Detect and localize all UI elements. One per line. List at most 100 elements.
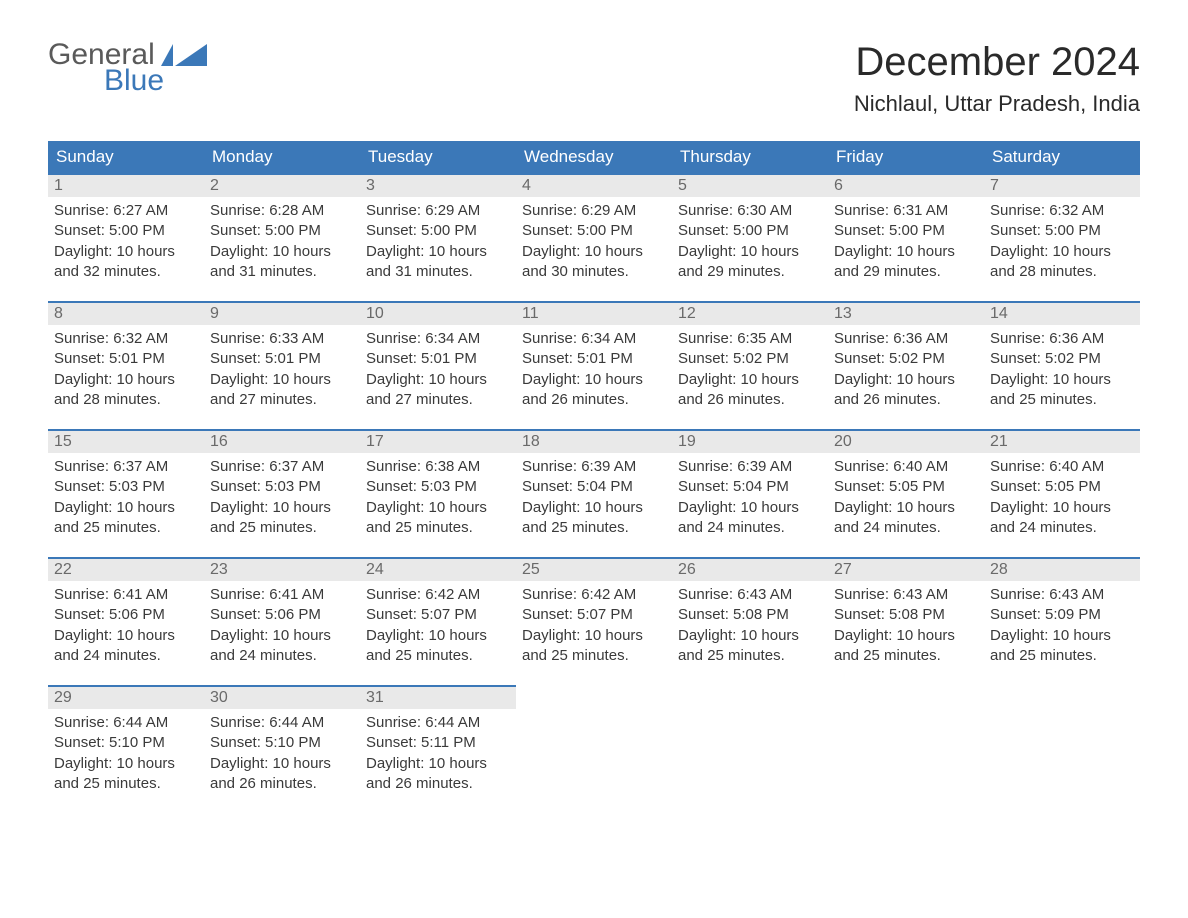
weekday-cell: Sunday bbox=[48, 141, 204, 173]
day-body: Sunrise: 6:37 AMSunset: 5:03 PMDaylight:… bbox=[204, 453, 360, 538]
daylight-line-2: and 29 minutes. bbox=[834, 262, 978, 282]
sunrise-line: Sunrise: 6:44 AM bbox=[366, 713, 510, 733]
sunset-line: Sunset: 5:03 PM bbox=[366, 477, 510, 497]
day-cell: 30Sunrise: 6:44 AMSunset: 5:10 PMDayligh… bbox=[204, 685, 360, 813]
sunset-line: Sunset: 5:00 PM bbox=[54, 221, 198, 241]
day-number: 31 bbox=[360, 685, 516, 709]
sunrise-line: Sunrise: 6:29 AM bbox=[522, 201, 666, 221]
sunset-line: Sunset: 5:06 PM bbox=[54, 605, 198, 625]
day-body: Sunrise: 6:34 AMSunset: 5:01 PMDaylight:… bbox=[516, 325, 672, 410]
day-cell: 8Sunrise: 6:32 AMSunset: 5:01 PMDaylight… bbox=[48, 301, 204, 429]
logo-text-blue: Blue bbox=[104, 66, 207, 96]
daylight-line-2: and 24 minutes. bbox=[990, 518, 1134, 538]
daylight-line-2: and 25 minutes. bbox=[990, 390, 1134, 410]
sunset-line: Sunset: 5:00 PM bbox=[834, 221, 978, 241]
daylight-line-1: Daylight: 10 hours bbox=[210, 498, 354, 518]
day-number: 14 bbox=[984, 301, 1140, 325]
daylight-line-1: Daylight: 10 hours bbox=[54, 498, 198, 518]
day-cell: 7Sunrise: 6:32 AMSunset: 5:00 PMDaylight… bbox=[984, 173, 1140, 301]
day-body: Sunrise: 6:44 AMSunset: 5:10 PMDaylight:… bbox=[48, 709, 204, 794]
calendar: SundayMondayTuesdayWednesdayThursdayFrid… bbox=[48, 141, 1140, 813]
day-body: Sunrise: 6:43 AMSunset: 5:08 PMDaylight:… bbox=[828, 581, 984, 666]
daylight-line-2: and 24 minutes. bbox=[210, 646, 354, 666]
header: General Blue December 2024 Nichlaul, Utt… bbox=[48, 40, 1140, 117]
week-row: 15Sunrise: 6:37 AMSunset: 5:03 PMDayligh… bbox=[48, 429, 1140, 557]
day-cell: 28Sunrise: 6:43 AMSunset: 5:09 PMDayligh… bbox=[984, 557, 1140, 685]
sunset-line: Sunset: 5:10 PM bbox=[54, 733, 198, 753]
sunset-line: Sunset: 5:02 PM bbox=[834, 349, 978, 369]
sunset-line: Sunset: 5:10 PM bbox=[210, 733, 354, 753]
sunrise-line: Sunrise: 6:28 AM bbox=[210, 201, 354, 221]
sunset-line: Sunset: 5:02 PM bbox=[678, 349, 822, 369]
sunrise-line: Sunrise: 6:40 AM bbox=[990, 457, 1134, 477]
day-body: Sunrise: 6:39 AMSunset: 5:04 PMDaylight:… bbox=[516, 453, 672, 538]
sunrise-line: Sunrise: 6:35 AM bbox=[678, 329, 822, 349]
day-cell bbox=[828, 685, 984, 813]
day-cell: 4Sunrise: 6:29 AMSunset: 5:00 PMDaylight… bbox=[516, 173, 672, 301]
sunrise-line: Sunrise: 6:27 AM bbox=[54, 201, 198, 221]
day-cell: 24Sunrise: 6:42 AMSunset: 5:07 PMDayligh… bbox=[360, 557, 516, 685]
sunset-line: Sunset: 5:00 PM bbox=[210, 221, 354, 241]
day-cell: 19Sunrise: 6:39 AMSunset: 5:04 PMDayligh… bbox=[672, 429, 828, 557]
day-cell: 18Sunrise: 6:39 AMSunset: 5:04 PMDayligh… bbox=[516, 429, 672, 557]
sunrise-line: Sunrise: 6:43 AM bbox=[678, 585, 822, 605]
day-number: 21 bbox=[984, 429, 1140, 453]
day-body: Sunrise: 6:42 AMSunset: 5:07 PMDaylight:… bbox=[516, 581, 672, 666]
day-body: Sunrise: 6:39 AMSunset: 5:04 PMDaylight:… bbox=[672, 453, 828, 538]
sunset-line: Sunset: 5:08 PM bbox=[834, 605, 978, 625]
weekday-cell: Friday bbox=[828, 141, 984, 173]
daylight-line-1: Daylight: 10 hours bbox=[210, 242, 354, 262]
day-number: 4 bbox=[516, 173, 672, 197]
day-number: 20 bbox=[828, 429, 984, 453]
sunset-line: Sunset: 5:03 PM bbox=[210, 477, 354, 497]
daylight-line-2: and 26 minutes. bbox=[522, 390, 666, 410]
daylight-line-2: and 28 minutes. bbox=[54, 390, 198, 410]
day-number: 15 bbox=[48, 429, 204, 453]
day-body: Sunrise: 6:34 AMSunset: 5:01 PMDaylight:… bbox=[360, 325, 516, 410]
day-body: Sunrise: 6:40 AMSunset: 5:05 PMDaylight:… bbox=[984, 453, 1140, 538]
title-block: December 2024 Nichlaul, Uttar Pradesh, I… bbox=[854, 40, 1140, 117]
daylight-line-2: and 26 minutes. bbox=[834, 390, 978, 410]
day-number: 10 bbox=[360, 301, 516, 325]
sunrise-line: Sunrise: 6:42 AM bbox=[366, 585, 510, 605]
sunrise-line: Sunrise: 6:37 AM bbox=[54, 457, 198, 477]
day-cell: 23Sunrise: 6:41 AMSunset: 5:06 PMDayligh… bbox=[204, 557, 360, 685]
day-number: 1 bbox=[48, 173, 204, 197]
sunrise-line: Sunrise: 6:39 AM bbox=[522, 457, 666, 477]
day-cell: 22Sunrise: 6:41 AMSunset: 5:06 PMDayligh… bbox=[48, 557, 204, 685]
sunset-line: Sunset: 5:09 PM bbox=[990, 605, 1134, 625]
daylight-line-2: and 32 minutes. bbox=[54, 262, 198, 282]
daylight-line-1: Daylight: 10 hours bbox=[366, 626, 510, 646]
daylight-line-2: and 25 minutes. bbox=[522, 518, 666, 538]
daylight-line-1: Daylight: 10 hours bbox=[54, 626, 198, 646]
day-cell: 10Sunrise: 6:34 AMSunset: 5:01 PMDayligh… bbox=[360, 301, 516, 429]
month-title: December 2024 bbox=[854, 40, 1140, 85]
sunrise-line: Sunrise: 6:31 AM bbox=[834, 201, 978, 221]
daylight-line-1: Daylight: 10 hours bbox=[834, 498, 978, 518]
calendar-body: 1Sunrise: 6:27 AMSunset: 5:00 PMDaylight… bbox=[48, 173, 1140, 813]
day-body: Sunrise: 6:42 AMSunset: 5:07 PMDaylight:… bbox=[360, 581, 516, 666]
day-cell: 29Sunrise: 6:44 AMSunset: 5:10 PMDayligh… bbox=[48, 685, 204, 813]
daylight-line-2: and 26 minutes. bbox=[210, 774, 354, 794]
sunrise-line: Sunrise: 6:36 AM bbox=[990, 329, 1134, 349]
sunrise-line: Sunrise: 6:37 AM bbox=[210, 457, 354, 477]
sunset-line: Sunset: 5:01 PM bbox=[366, 349, 510, 369]
sunset-line: Sunset: 5:01 PM bbox=[522, 349, 666, 369]
daylight-line-1: Daylight: 10 hours bbox=[54, 754, 198, 774]
daylight-line-1: Daylight: 10 hours bbox=[990, 242, 1134, 262]
daylight-line-1: Daylight: 10 hours bbox=[366, 242, 510, 262]
daylight-line-1: Daylight: 10 hours bbox=[522, 370, 666, 390]
day-body: Sunrise: 6:41 AMSunset: 5:06 PMDaylight:… bbox=[48, 581, 204, 666]
day-cell: 25Sunrise: 6:42 AMSunset: 5:07 PMDayligh… bbox=[516, 557, 672, 685]
daylight-line-2: and 27 minutes. bbox=[210, 390, 354, 410]
day-cell: 31Sunrise: 6:44 AMSunset: 5:11 PMDayligh… bbox=[360, 685, 516, 813]
day-cell: 26Sunrise: 6:43 AMSunset: 5:08 PMDayligh… bbox=[672, 557, 828, 685]
day-body: Sunrise: 6:37 AMSunset: 5:03 PMDaylight:… bbox=[48, 453, 204, 538]
daylight-line-1: Daylight: 10 hours bbox=[366, 754, 510, 774]
location-subtitle: Nichlaul, Uttar Pradesh, India bbox=[854, 91, 1140, 117]
daylight-line-1: Daylight: 10 hours bbox=[834, 370, 978, 390]
sunset-line: Sunset: 5:01 PM bbox=[210, 349, 354, 369]
day-number: 25 bbox=[516, 557, 672, 581]
sunrise-line: Sunrise: 6:42 AM bbox=[522, 585, 666, 605]
day-cell: 16Sunrise: 6:37 AMSunset: 5:03 PMDayligh… bbox=[204, 429, 360, 557]
